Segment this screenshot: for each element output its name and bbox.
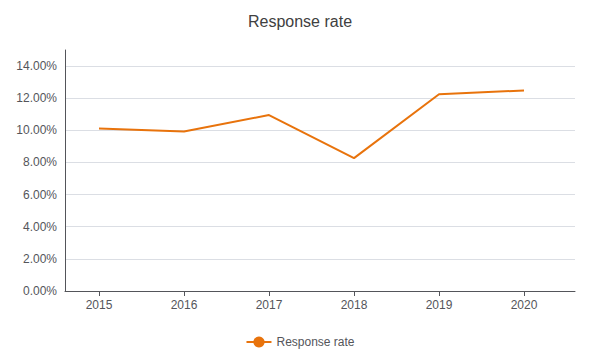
svg-text:2020: 2020: [511, 298, 538, 312]
svg-text:2018: 2018: [341, 298, 368, 312]
svg-text:2.00%: 2.00%: [23, 252, 57, 266]
svg-text:2017: 2017: [256, 298, 283, 312]
svg-text:0.00%: 0.00%: [23, 284, 57, 298]
svg-text:6.00%: 6.00%: [23, 188, 57, 202]
svg-text:8.00%: 8.00%: [23, 155, 57, 169]
svg-text:Response rate: Response rate: [276, 335, 354, 349]
svg-text:2019: 2019: [426, 298, 453, 312]
svg-text:10.00%: 10.00%: [16, 123, 57, 137]
svg-text:2016: 2016: [171, 298, 198, 312]
svg-text:14.00%: 14.00%: [16, 59, 57, 73]
svg-text:12.00%: 12.00%: [16, 91, 57, 105]
svg-text:Response rate: Response rate: [248, 13, 352, 30]
svg-text:2015: 2015: [86, 298, 113, 312]
svg-text:4.00%: 4.00%: [23, 220, 57, 234]
